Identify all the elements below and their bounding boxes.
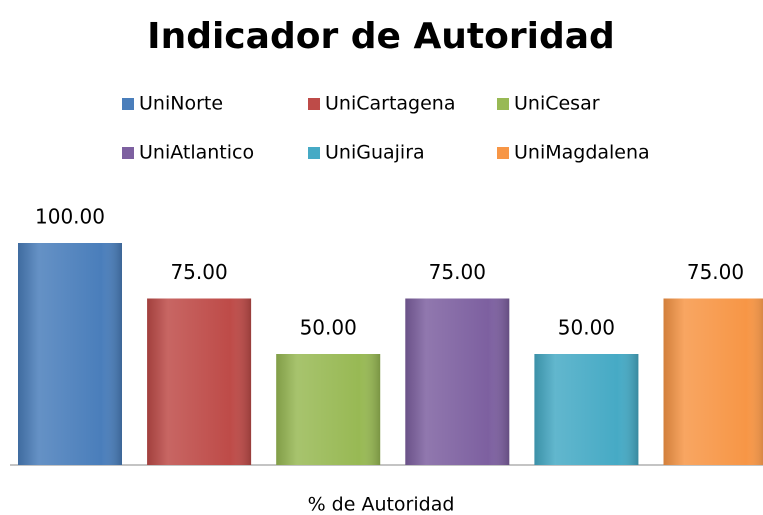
legend-swatch bbox=[122, 147, 134, 159]
legend-label: UniNorte bbox=[139, 93, 223, 115]
x-tick-label: % de Autoridad bbox=[308, 494, 455, 515]
chart-title: Indicador de Autoridad bbox=[147, 16, 615, 57]
bar-shine bbox=[534, 354, 639, 465]
legend-label: UniCartagena bbox=[325, 93, 455, 115]
legend-label: UniGuajira bbox=[325, 142, 425, 164]
legend-swatch bbox=[308, 147, 320, 159]
legend-label: UniCesar bbox=[514, 93, 600, 115]
value-label: 50.00 bbox=[558, 316, 615, 340]
value-label: 75.00 bbox=[687, 260, 744, 284]
legend-swatch bbox=[122, 98, 134, 110]
legend-label: UniMagdalena bbox=[514, 142, 650, 164]
legend-swatch bbox=[497, 98, 509, 110]
value-label: 50.00 bbox=[300, 316, 357, 340]
value-label: 75.00 bbox=[429, 260, 486, 284]
legend-swatch bbox=[308, 98, 320, 110]
legend-swatch bbox=[497, 147, 509, 159]
value-label: 75.00 bbox=[170, 260, 227, 284]
value-label: 100.00 bbox=[35, 205, 105, 229]
legend-label: UniAtlantico bbox=[139, 142, 254, 164]
bar-shine bbox=[18, 243, 122, 465]
bar-shine bbox=[147, 298, 252, 465]
bar-shine bbox=[405, 298, 510, 465]
bar-shine bbox=[663, 298, 763, 465]
bar-shine bbox=[276, 354, 381, 465]
